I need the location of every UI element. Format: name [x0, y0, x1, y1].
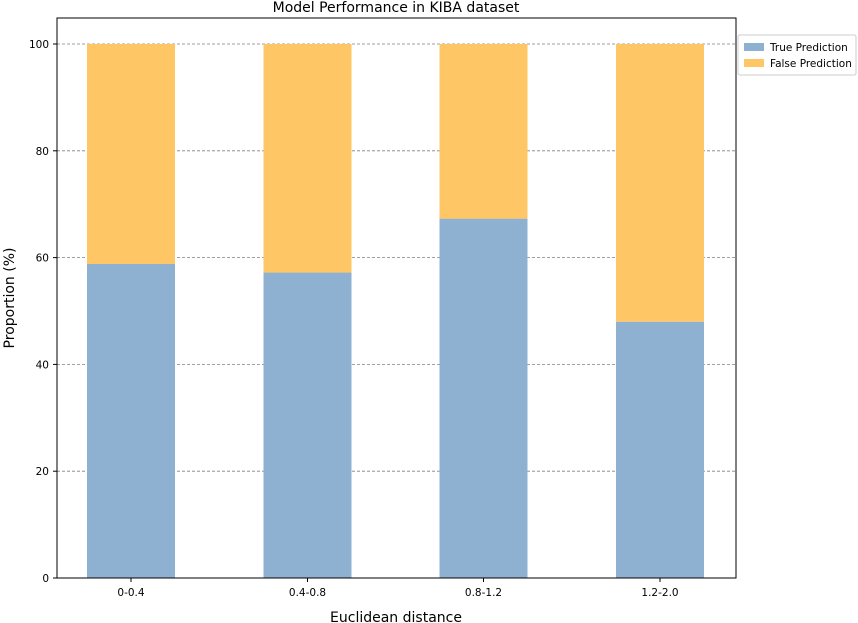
bar-false-prediction-0.8-1.2 — [439, 44, 528, 219]
y-axis-label: Proportion (%) — [2, 248, 18, 349]
bar-false-prediction-1.2-2.0 — [616, 44, 704, 322]
x-tick-label: 1.2-2.0 — [641, 587, 678, 599]
x-axis: 0-0.4 0.4-0.8 0.8-1.2 1.2-2.0 — [117, 578, 679, 599]
bar-true-prediction-0.4-0.8 — [263, 272, 352, 578]
bar-true-prediction-0.8-1.2 — [439, 218, 528, 579]
legend: True Prediction False Prediction — [737, 34, 857, 76]
bar-true-prediction-0-0.4 — [87, 264, 175, 578]
plot-frame — [56, 17, 737, 579]
x-axis-label: Euclidean distance — [330, 610, 462, 623]
legend-frame — [737, 34, 857, 76]
bar-false-prediction-0.4-0.8 — [263, 44, 352, 273]
bar-true-prediction-1.2-2.0 — [616, 321, 704, 578]
y-tick-label: 80 — [36, 146, 49, 158]
y-tick-label: 20 — [36, 466, 49, 478]
legend-swatch-false-prediction — [744, 59, 764, 67]
chart-title: Model Performance in KIBA dataset — [273, 0, 520, 16]
x-tick-label: 0-0.4 — [117, 587, 144, 599]
y-tick-label: 60 — [36, 253, 49, 265]
bar-false-prediction-0-0.4 — [87, 44, 175, 265]
legend-label-true-prediction: True Prediction — [769, 42, 848, 54]
y-tick-label: 40 — [36, 359, 49, 371]
bars — [87, 44, 704, 579]
x-tick-label: 0.8-1.2 — [465, 587, 502, 599]
y-axis: 0 20 40 60 80 100 — [29, 39, 57, 585]
x-tick-label: 0.4-0.8 — [289, 587, 326, 599]
y-tick-label: 0 — [42, 573, 49, 585]
legend-label-false-prediction: False Prediction — [770, 58, 852, 70]
legend-swatch-true-prediction — [744, 43, 764, 51]
y-tick-label: 100 — [29, 39, 49, 51]
